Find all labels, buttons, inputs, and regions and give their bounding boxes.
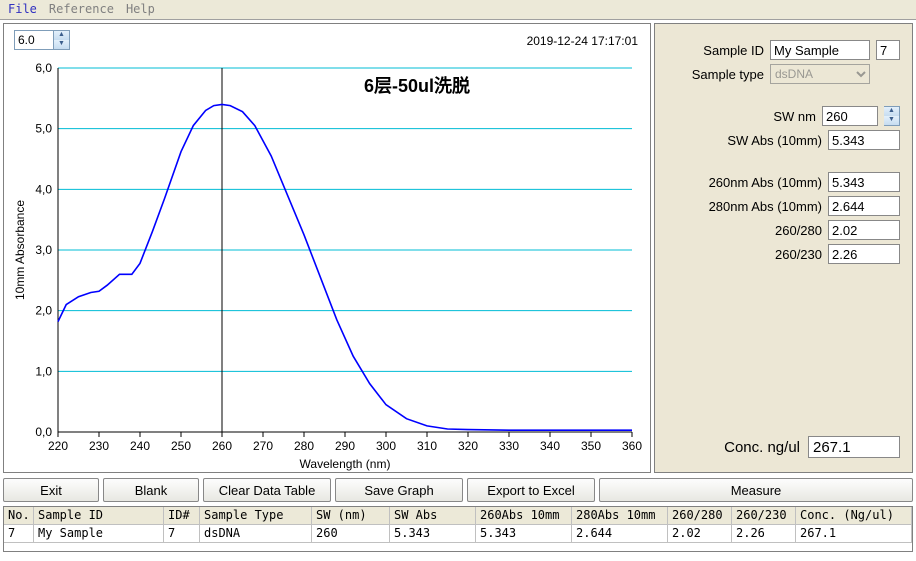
spin-down-icon[interactable]: ▼ bbox=[54, 40, 69, 49]
cell-260-230: 2.26 bbox=[732, 525, 796, 543]
clear-data-button[interactable]: Clear Data Table bbox=[203, 478, 331, 502]
ymax-input[interactable] bbox=[14, 30, 54, 50]
svg-text:3,0: 3,0 bbox=[35, 243, 52, 257]
blank-button[interactable]: Blank bbox=[103, 478, 199, 502]
table-row[interactable]: 7 My Sample 7 dsDNA 260 5.343 5.343 2.64… bbox=[4, 525, 912, 543]
col-260-230[interactable]: 260/230 bbox=[732, 507, 796, 525]
svg-text:2,0: 2,0 bbox=[35, 304, 52, 318]
svg-text:10mm Absorbance: 10mm Absorbance bbox=[13, 200, 27, 300]
sw-nm-input[interactable] bbox=[822, 106, 878, 126]
save-graph-button[interactable]: Save Graph bbox=[335, 478, 463, 502]
exit-button[interactable]: Exit bbox=[3, 478, 99, 502]
sw-abs-label: SW Abs (10mm) bbox=[727, 133, 822, 148]
svg-text:350: 350 bbox=[581, 439, 601, 453]
sample-id-input[interactable] bbox=[770, 40, 870, 60]
timestamp: 2019-12-24 17:17:01 bbox=[527, 34, 638, 48]
chart-area: 0,0 1,0 2,0 3,0 4,0 5,0 6,0 220 230 240 250 260 270 2… bbox=[10, 54, 644, 466]
abs280-input[interactable] bbox=[828, 196, 900, 216]
svg-text:220: 220 bbox=[48, 439, 68, 453]
cell-sample-id: My Sample bbox=[34, 525, 164, 543]
abs260-input[interactable] bbox=[828, 172, 900, 192]
r260-230-input[interactable] bbox=[828, 244, 900, 264]
button-row: Exit Blank Clear Data Table Save Graph E… bbox=[0, 476, 916, 506]
menu-reference[interactable]: Reference bbox=[49, 2, 114, 17]
cell-260abs: 5.343 bbox=[476, 525, 572, 543]
svg-text:4,0: 4,0 bbox=[35, 182, 52, 196]
svg-text:230: 230 bbox=[89, 439, 109, 453]
col-conc[interactable]: Conc. (Ng/ul) bbox=[796, 507, 912, 525]
group-sample: Sample ID Sample type dsDNA bbox=[665, 40, 900, 84]
measure-button[interactable]: Measure bbox=[599, 478, 913, 502]
col-idnum[interactable]: ID# bbox=[164, 507, 200, 525]
col-280abs[interactable]: 280Abs 10mm bbox=[572, 507, 668, 525]
export-excel-button[interactable]: Export to Excel bbox=[467, 478, 595, 502]
svg-text:5,0: 5,0 bbox=[35, 122, 52, 136]
conc-label: Conc. ng/ul bbox=[724, 439, 800, 456]
svg-text:250: 250 bbox=[171, 439, 191, 453]
menu-help[interactable]: Help bbox=[126, 2, 155, 17]
svg-text:290: 290 bbox=[335, 439, 355, 453]
group-sw: SW nm ▲ ▼ SW Abs (10mm) bbox=[665, 106, 900, 150]
chart-panel: ▲ ▼ 2019-12-24 17:17:01 6层-50ul洗脱 0,01,0… bbox=[3, 23, 651, 473]
r260-230-label: 260/230 bbox=[775, 247, 822, 262]
sample-type-label: Sample type bbox=[692, 67, 764, 82]
col-sw-nm[interactable]: SW (nm) bbox=[312, 507, 390, 525]
svg-text:0,0: 0,0 bbox=[35, 425, 52, 439]
side-panel: Sample ID Sample type dsDNA SW nm ▲ ▼ bbox=[654, 23, 913, 473]
group-abs: 260nm Abs (10mm) 280nm Abs (10mm) 260/28… bbox=[665, 172, 900, 264]
abs280-label: 280nm Abs (10mm) bbox=[709, 199, 822, 214]
col-no[interactable]: No. bbox=[4, 507, 34, 525]
svg-text:320: 320 bbox=[458, 439, 478, 453]
main-row: ▲ ▼ 2019-12-24 17:17:01 6层-50ul洗脱 0,01,0… bbox=[0, 20, 916, 476]
sw-nm-label: SW nm bbox=[773, 109, 816, 124]
ymax-spinner[interactable]: ▲ ▼ bbox=[14, 30, 70, 50]
conc-row: Conc. ng/ul bbox=[665, 436, 900, 458]
spin-up-icon[interactable]: ▲ bbox=[54, 31, 69, 40]
svg-text:300: 300 bbox=[376, 439, 396, 453]
cell-sample-type: dsDNA bbox=[200, 525, 312, 543]
sw-abs-input[interactable] bbox=[828, 130, 900, 150]
r260-280-input[interactable] bbox=[828, 220, 900, 240]
svg-text:280: 280 bbox=[294, 439, 314, 453]
cell-sw-nm: 260 bbox=[312, 525, 390, 543]
svg-text:260: 260 bbox=[212, 439, 232, 453]
cell-280abs: 2.644 bbox=[572, 525, 668, 543]
col-sample-id[interactable]: Sample ID bbox=[34, 507, 164, 525]
conc-input[interactable] bbox=[808, 436, 900, 458]
svg-text:310: 310 bbox=[417, 439, 437, 453]
sample-type-select[interactable]: dsDNA bbox=[770, 64, 870, 84]
svg-text:340: 340 bbox=[540, 439, 560, 453]
table-header-row: No. Sample ID ID# Sample Type SW (nm) SW… bbox=[4, 507, 912, 525]
col-sw-abs[interactable]: SW Abs bbox=[390, 507, 476, 525]
r260-280-label: 260/280 bbox=[775, 223, 822, 238]
sample-id-label: Sample ID bbox=[703, 43, 764, 58]
cell-260-280: 2.02 bbox=[668, 525, 732, 543]
data-table: No. Sample ID ID# Sample Type SW (nm) SW… bbox=[3, 506, 913, 552]
svg-text:6,0: 6,0 bbox=[35, 61, 52, 75]
sw-nm-spinner: ▲ ▼ bbox=[884, 106, 900, 126]
svg-text:270: 270 bbox=[253, 439, 273, 453]
spectrum-chart: 0,0 1,0 2,0 3,0 4,0 5,0 6,0 220 230 240 250 260 270 2… bbox=[10, 54, 642, 472]
svg-text:1,0: 1,0 bbox=[35, 364, 52, 378]
col-260-280[interactable]: 260/280 bbox=[668, 507, 732, 525]
svg-text:Wavelength (nm): Wavelength (nm) bbox=[300, 457, 391, 471]
menu-file[interactable]: File bbox=[8, 2, 37, 17]
spin-down-icon[interactable]: ▼ bbox=[884, 116, 899, 125]
spinner-buttons: ▲ ▼ bbox=[54, 30, 70, 50]
svg-text:330: 330 bbox=[499, 439, 519, 453]
col-sample-type[interactable]: Sample Type bbox=[200, 507, 312, 525]
cell-idnum: 7 bbox=[164, 525, 200, 543]
menu-bar: File Reference Help bbox=[0, 0, 916, 20]
abs260-label: 260nm Abs (10mm) bbox=[709, 175, 822, 190]
svg-text:360: 360 bbox=[622, 439, 642, 453]
cell-no: 7 bbox=[4, 525, 34, 543]
sample-num-input[interactable] bbox=[876, 40, 900, 60]
cell-conc: 267.1 bbox=[796, 525, 912, 543]
spin-up-icon[interactable]: ▲ bbox=[884, 107, 899, 116]
svg-text:240: 240 bbox=[130, 439, 150, 453]
cell-sw-abs: 5.343 bbox=[390, 525, 476, 543]
col-260abs[interactable]: 260Abs 10mm bbox=[476, 507, 572, 525]
